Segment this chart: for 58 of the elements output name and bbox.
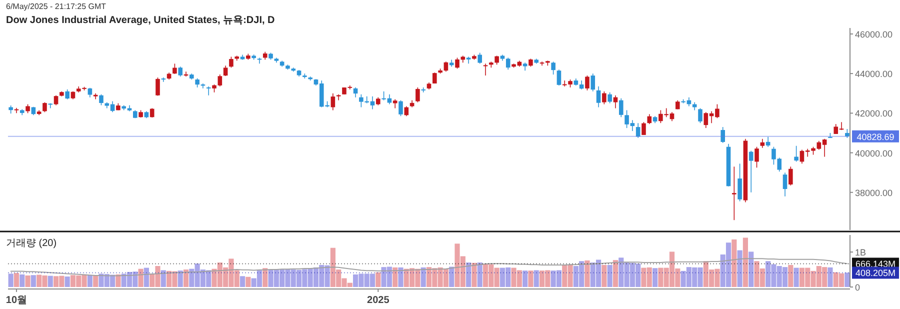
chart-title: 거래량 (20) [6,238,57,249]
bar [116,274,121,287]
bar [246,276,251,287]
bar [420,267,426,287]
bar [87,275,92,287]
bar [844,272,850,287]
chart-title: Dow Jones Industrial Average, United States, 뉴욕:DJI, D [6,15,275,26]
text: 6/May/2025 - 21:17:25 GMT [6,2,106,11]
y-tick-label: 1B [855,248,866,258]
bar [64,276,70,287]
bar [138,268,144,287]
bar [732,239,737,287]
bar [534,270,539,287]
bar [466,262,472,287]
bar [584,260,590,287]
bar [14,273,20,287]
bar [794,268,799,287]
bar [398,267,404,287]
bar [477,262,482,287]
bar [748,252,754,287]
y-tick-label: 46000.00 [855,29,893,40]
bar [262,268,268,287]
bar [376,272,381,287]
y-tick-label: 42000.00 [855,108,893,119]
bar [742,238,748,287]
bar [472,262,477,287]
bar [20,274,25,287]
x-tick-label: 10월 [6,295,28,306]
bar [652,268,658,287]
y-tick-label: 40000.00 [855,148,893,158]
bar [183,270,189,287]
bar [48,276,53,287]
x-tick-label: 2025 [367,295,390,306]
bar [25,275,30,287]
bar [144,268,149,287]
bar [788,264,794,287]
bar [612,260,618,287]
ref-line-label: 40828.69 [856,132,894,142]
bar [602,264,607,287]
bar [528,270,534,287]
bar [178,270,183,287]
bar [607,264,612,287]
bar [240,276,246,287]
y-tick-label: 38000.00 [855,188,893,198]
bar [160,270,166,287]
ref-line-label: 408.205M [855,268,896,278]
bar [8,274,14,287]
bar [392,267,398,287]
line-series [10,258,848,276]
bar [93,275,98,287]
y-tick-label: 44000.00 [855,69,893,80]
y-tick-label: 0 [855,282,860,292]
ref-line-label: 666.143M [855,259,896,270]
bar [828,267,833,287]
bar [30,275,36,287]
bar [737,250,742,287]
bar [522,270,528,287]
bar [449,266,454,287]
